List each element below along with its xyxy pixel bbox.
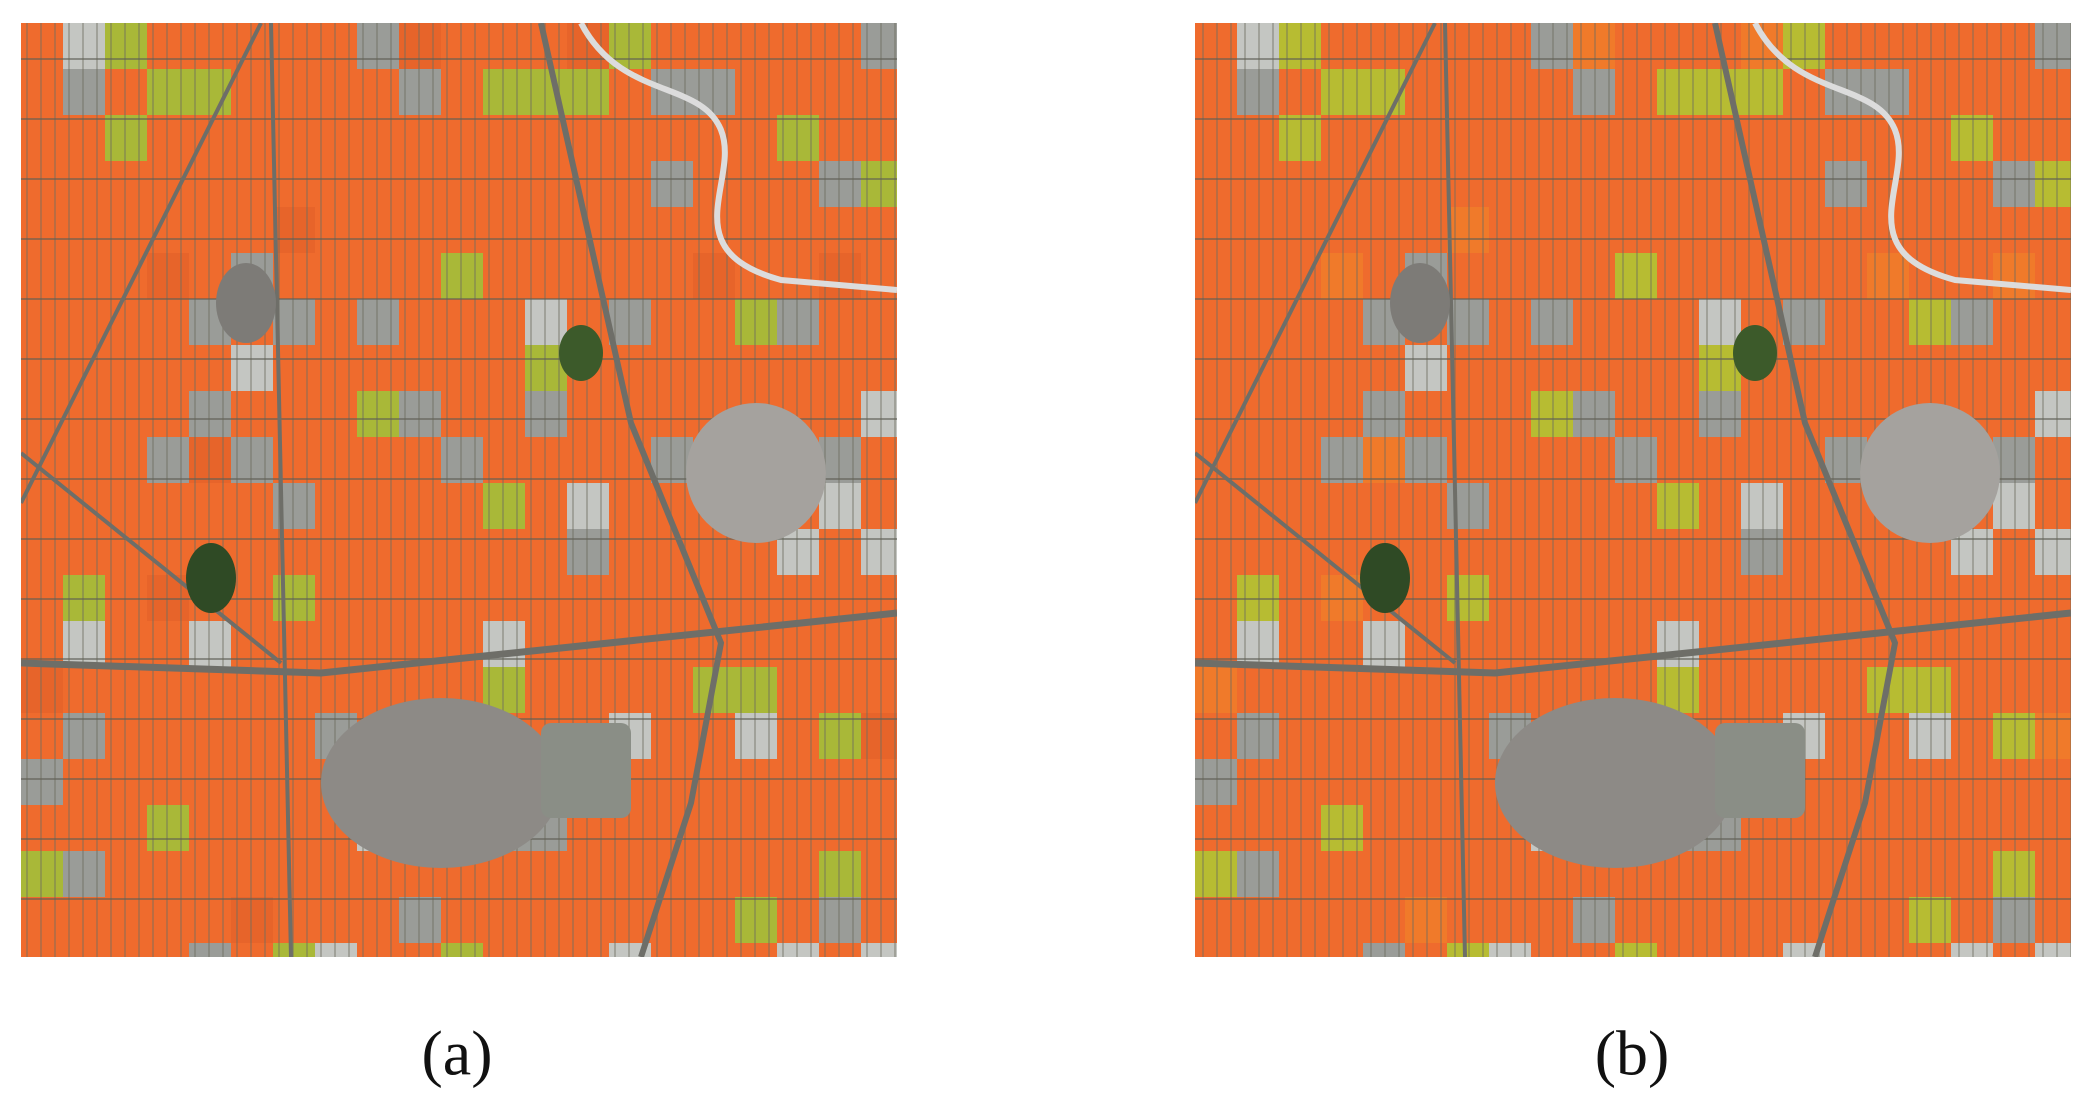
village (686, 403, 826, 543)
road (1443, 23, 1467, 957)
road (1195, 609, 2071, 677)
trees (1733, 325, 1777, 381)
pond (541, 723, 631, 818)
panel-label: (b) (1595, 1018, 1670, 1089)
village (216, 263, 276, 343)
trees (1360, 543, 1410, 613)
trees (186, 543, 236, 613)
canal (578, 23, 897, 293)
panel-image (1195, 23, 2071, 957)
road (538, 23, 725, 957)
trees (559, 325, 603, 381)
road (269, 23, 293, 957)
pond (1715, 723, 1805, 818)
village (1860, 403, 2000, 543)
village (321, 698, 561, 868)
road (21, 609, 897, 677)
road (1195, 23, 1437, 504)
village (1390, 263, 1450, 343)
village (1495, 698, 1735, 868)
road (21, 451, 283, 665)
panel-label: (a) (421, 1018, 492, 1089)
road (21, 23, 263, 504)
canal (1752, 23, 2071, 293)
road (1712, 23, 1899, 957)
panel-image (21, 23, 897, 957)
road (1195, 451, 1457, 665)
